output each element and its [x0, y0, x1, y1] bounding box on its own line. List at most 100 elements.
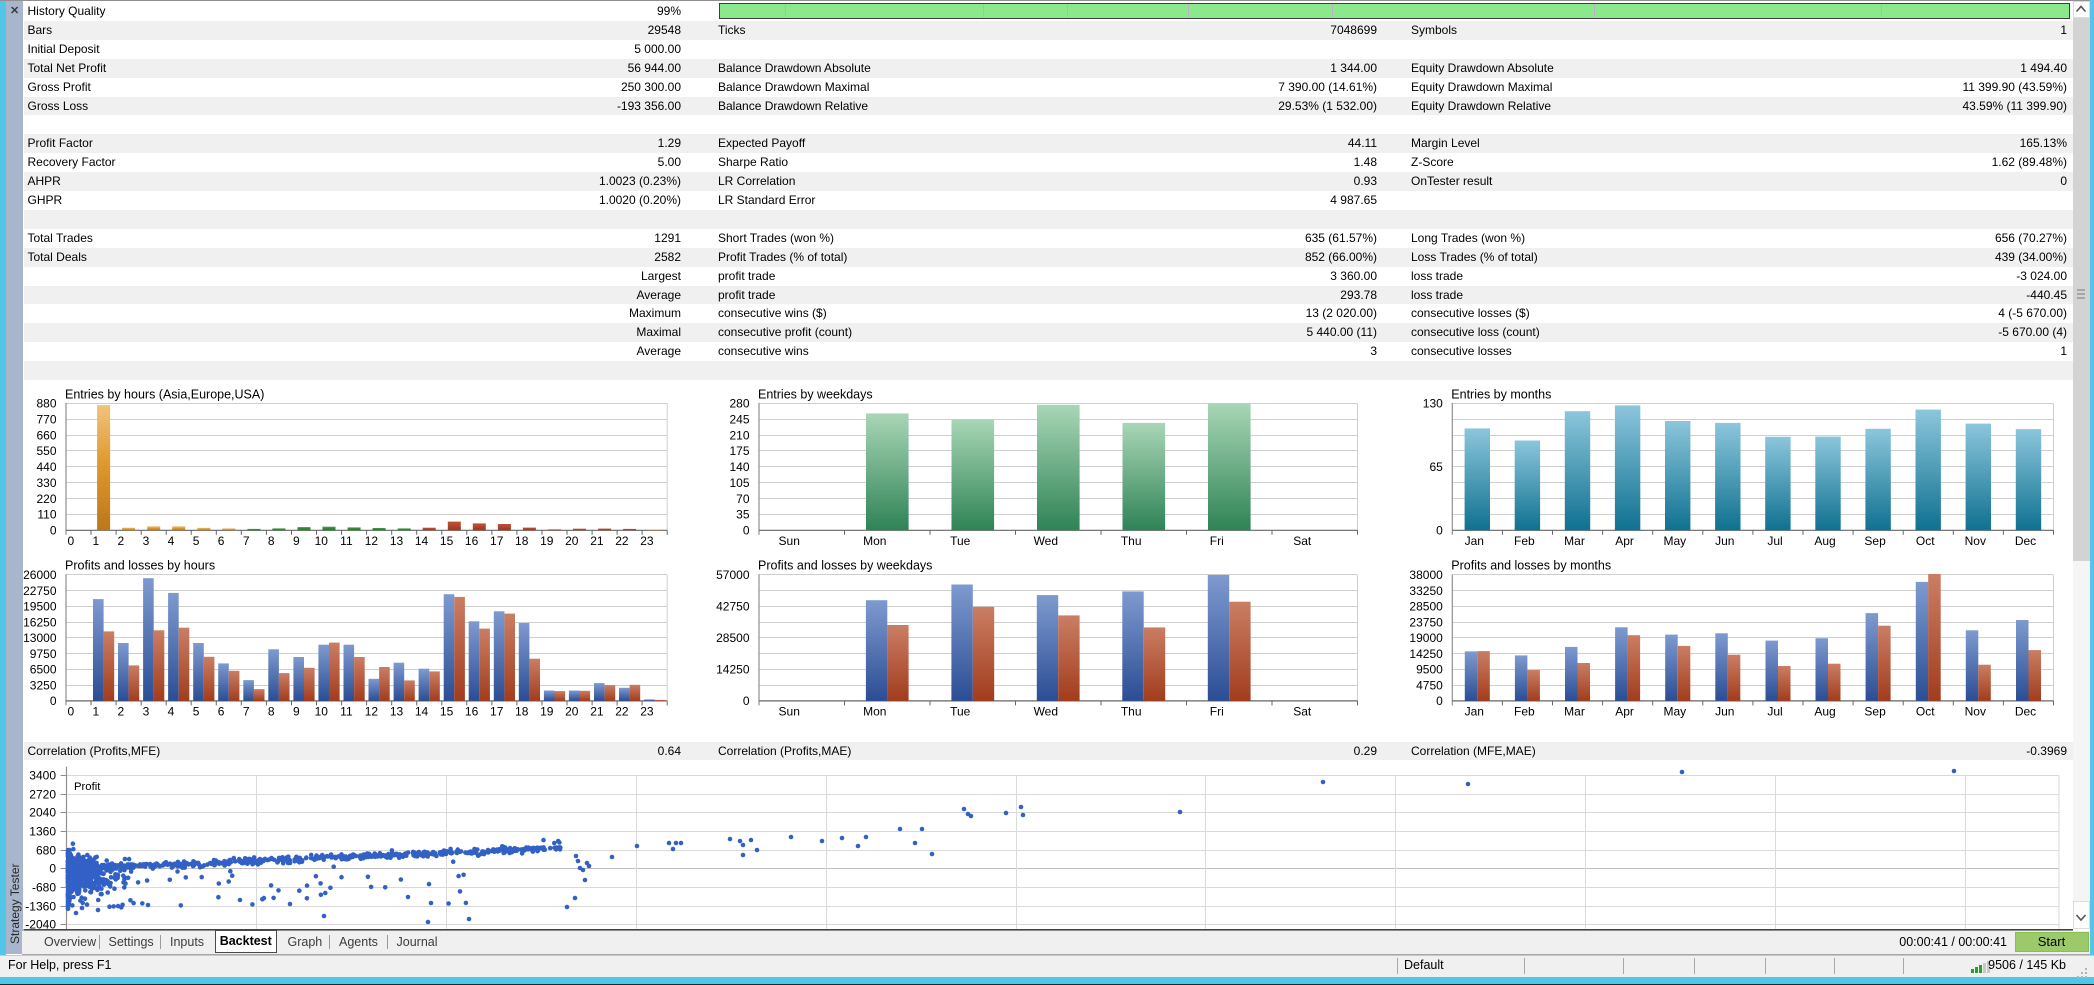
svg-text:13000: 13000 [23, 631, 57, 645]
svg-text:-2040: -2040 [25, 918, 56, 932]
svg-text:0: 0 [49, 862, 56, 876]
svg-text:280: 280 [729, 397, 749, 411]
svg-text:7: 7 [243, 705, 250, 719]
svg-text:Wed: Wed [1034, 534, 1058, 548]
svg-text:2040: 2040 [29, 806, 56, 820]
svg-text:Wed: Wed [1034, 705, 1058, 719]
svg-text:Mar: Mar [1564, 705, 1585, 719]
svg-text:0: 0 [1436, 524, 1443, 538]
svg-text:0: 0 [743, 524, 750, 538]
svg-text:26000: 26000 [23, 568, 57, 582]
svg-text:65: 65 [1429, 460, 1443, 474]
svg-text:16: 16 [465, 534, 479, 548]
svg-text:22750: 22750 [23, 584, 57, 598]
svg-text:660: 660 [36, 428, 56, 442]
svg-text:6500: 6500 [30, 663, 57, 677]
svg-text:680: 680 [36, 844, 56, 858]
svg-text:1: 1 [92, 705, 99, 719]
svg-text:2720: 2720 [29, 788, 56, 802]
svg-text:0: 0 [1436, 694, 1443, 708]
svg-text:14: 14 [415, 705, 429, 719]
svg-text:5: 5 [193, 705, 200, 719]
svg-text:21: 21 [590, 534, 604, 548]
svg-text:14250: 14250 [1409, 647, 1443, 661]
svg-text:15: 15 [440, 534, 454, 548]
svg-text:130: 130 [1423, 397, 1443, 411]
svg-text:Sep: Sep [1864, 705, 1886, 719]
svg-text:9: 9 [293, 705, 300, 719]
svg-text:19000: 19000 [1409, 631, 1443, 645]
svg-text:Tue: Tue [950, 705, 971, 719]
svg-text:1360: 1360 [29, 825, 56, 839]
svg-text:220: 220 [36, 492, 56, 506]
svg-text:23: 23 [640, 534, 654, 548]
svg-text:210: 210 [729, 428, 749, 442]
svg-text:9750: 9750 [30, 647, 57, 661]
svg-text:16250: 16250 [23, 615, 57, 629]
svg-text:5: 5 [193, 534, 200, 548]
svg-text:110: 110 [37, 508, 56, 522]
svg-text:33250: 33250 [1409, 584, 1443, 598]
svg-text:4750: 4750 [1416, 678, 1443, 692]
svg-text:35: 35 [736, 508, 750, 522]
svg-text:13: 13 [390, 534, 404, 548]
svg-text:20: 20 [565, 705, 579, 719]
svg-text:550: 550 [36, 444, 56, 458]
svg-text:Feb: Feb [1514, 534, 1535, 548]
svg-text:Sat: Sat [1293, 534, 1312, 548]
svg-text:Jul: Jul [1767, 534, 1782, 548]
svg-text:9: 9 [293, 534, 300, 548]
svg-text:Jul: Jul [1767, 705, 1782, 719]
svg-text:Sat: Sat [1293, 705, 1312, 719]
svg-text:Profits and losses by hours: Profits and losses by hours [65, 559, 215, 573]
svg-text:Apr: Apr [1615, 534, 1634, 548]
svg-text:-680: -680 [32, 881, 56, 895]
svg-text:6: 6 [218, 534, 225, 548]
svg-text:Nov: Nov [1965, 705, 1986, 719]
svg-text:3: 3 [143, 705, 150, 719]
svg-text:13: 13 [390, 705, 404, 719]
svg-text:Jan: Jan [1465, 534, 1484, 548]
svg-text:Jun: Jun [1715, 705, 1734, 719]
svg-text:Thu: Thu [1121, 534, 1142, 548]
svg-text:28500: 28500 [1409, 600, 1443, 614]
svg-text:-1360: -1360 [25, 900, 56, 914]
svg-text:21: 21 [590, 705, 604, 719]
svg-text:Aug: Aug [1814, 705, 1835, 719]
svg-text:3: 3 [143, 534, 150, 548]
svg-text:Jan: Jan [1465, 705, 1484, 719]
svg-text:23750: 23750 [1409, 615, 1443, 629]
svg-text:770: 770 [36, 413, 56, 427]
svg-text:Mon: Mon [863, 534, 886, 548]
svg-text:22: 22 [615, 705, 629, 719]
svg-text:2: 2 [118, 534, 125, 548]
svg-text:28500: 28500 [716, 631, 750, 645]
svg-text:Entries by months: Entries by months [1451, 388, 1551, 402]
svg-text:10: 10 [315, 705, 329, 719]
svg-text:245: 245 [729, 413, 749, 427]
svg-text:3250: 3250 [30, 678, 57, 692]
svg-text:38000: 38000 [1409, 568, 1443, 582]
svg-text:0: 0 [743, 694, 750, 708]
svg-text:19: 19 [540, 705, 554, 719]
svg-text:Tue: Tue [950, 534, 971, 548]
svg-text:7: 7 [243, 534, 250, 548]
svg-text:6: 6 [218, 705, 225, 719]
svg-text:Apr: Apr [1615, 705, 1634, 719]
svg-text:8: 8 [268, 534, 275, 548]
svg-text:11: 11 [340, 534, 353, 548]
svg-text:18: 18 [515, 534, 529, 548]
svg-text:Mon: Mon [863, 705, 886, 719]
svg-text:Thu: Thu [1121, 705, 1142, 719]
svg-text:Nov: Nov [1965, 534, 1986, 548]
svg-text:440: 440 [36, 460, 56, 474]
svg-text:57000: 57000 [716, 568, 750, 582]
svg-text:May: May [1663, 534, 1686, 548]
svg-text:Profit: Profit [74, 781, 101, 793]
svg-text:18: 18 [515, 705, 529, 719]
svg-text:Dec: Dec [2015, 705, 2036, 719]
svg-text:Jun: Jun [1715, 534, 1734, 548]
svg-text:0: 0 [67, 534, 74, 548]
svg-text:140: 140 [729, 460, 749, 474]
svg-text:14250: 14250 [716, 663, 750, 677]
